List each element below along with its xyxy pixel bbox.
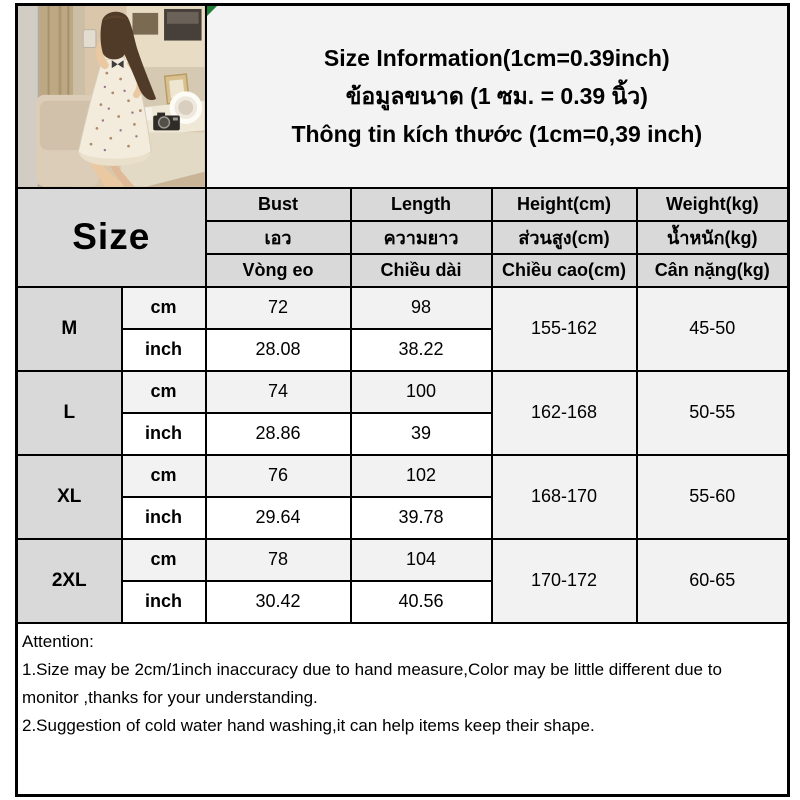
unit-cm-label: cm [120,453,207,498]
unit-cm-label: cm [120,285,207,330]
header-length-vi: Chiều dài [349,252,493,288]
size-l-label: L [15,369,123,456]
size-information-title-cell: Size Information(1cm=0.39inch) ข้อมูลขนา… [204,3,790,189]
l-length-cm: 100 [349,369,493,414]
model-photo-illustration [18,6,204,186]
attention-note-1: 1.Size may be 2cm/1inch inaccuracy due t… [22,659,722,707]
2xl-bust-cm: 78 [204,537,352,582]
2xl-length-inch: 40.56 [349,579,493,624]
header-length-th: ความยาว [349,219,493,255]
xl-length-cm: 102 [349,453,493,498]
header-weight-en: Weight(kg) [635,186,790,222]
title-english: Size Information(1cm=0.39inch) [323,45,670,72]
header-length-en: Length [349,186,493,222]
size-2xl-label: 2XL [15,537,123,624]
unit-cm-label: cm [120,369,207,414]
size-xl-label: XL [15,453,123,540]
xl-height: 168-170 [490,453,638,540]
header-height-th: ส่วนสูง(cm) [490,219,638,255]
attention-note-2: 2.Suggestion of cold water hand washing,… [22,715,595,735]
l-height: 162-168 [490,369,638,456]
2xl-length-cm: 104 [349,537,493,582]
product-photo [15,3,207,189]
m-weight: 45-50 [635,285,790,372]
2xl-weight: 60-65 [635,537,790,624]
header-height-en: Height(cm) [490,186,638,222]
unit-inch-label: inch [120,411,207,456]
size-information-table: Size Information(1cm=0.39inch) ข้อมูลขนา… [15,3,791,797]
m-bust-inch: 28.08 [204,327,352,372]
l-weight: 50-55 [635,369,790,456]
title-thai: ข้อมูลขนาด (1 ซม. = 0.39 นิ้ว) [345,83,648,110]
l-length-inch: 39 [349,411,493,456]
2xl-height: 170-172 [490,537,638,624]
header-bust-vi: Vòng eo [204,252,352,288]
camera [153,112,180,131]
unit-inch-label: inch [120,327,207,372]
m-length-inch: 38.22 [349,327,493,372]
header-height-vi: Chiều cao(cm) [490,252,638,288]
xl-bust-inch: 29.64 [204,495,352,540]
unit-inch-label: inch [120,495,207,540]
header-weight-th: น้ำหนัก(kg) [635,219,790,255]
header-bust-en: Bust [204,186,352,222]
unit-cm-label: cm [120,537,207,582]
2xl-bust-inch: 30.42 [204,579,352,624]
xl-weight: 55-60 [635,453,790,540]
model-figure [77,11,157,186]
xl-bust-cm: 76 [204,453,352,498]
title-vietnamese: Thông tin kích thước (1cm=0,39 inch) [291,121,703,148]
m-length-cm: 98 [349,285,493,330]
size-corner-label: Size [15,186,207,288]
vanity-mirror [169,91,203,124]
attention-heading: Attention: [22,631,94,651]
m-height: 155-162 [490,285,638,372]
attention-notes: Attention: 1.Size may be 2cm/1inch inacc… [15,621,790,797]
m-bust-cm: 72 [204,285,352,330]
header-bust-th: เอว [204,219,352,255]
cell-flag-icon [207,6,217,16]
size-m-label: M [15,285,123,372]
l-bust-inch: 28.86 [204,411,352,456]
header-weight-vi: Cân nặng(kg) [635,252,790,288]
unit-inch-label: inch [120,579,207,624]
xl-length-inch: 39.78 [349,495,493,540]
l-bust-cm: 74 [204,369,352,414]
